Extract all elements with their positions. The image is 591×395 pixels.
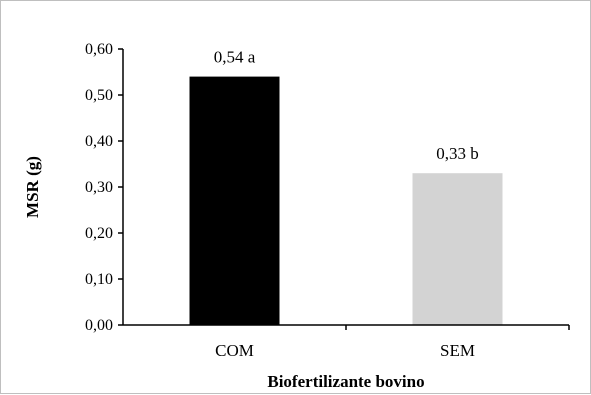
bars bbox=[189, 76, 503, 325]
y-axis-title: MSR (g) bbox=[23, 156, 42, 218]
y-tick-label: 0,10 bbox=[85, 271, 113, 288]
bar-com bbox=[189, 76, 280, 325]
y-tick-label: 0,40 bbox=[85, 133, 113, 150]
y-tick-label: 0,50 bbox=[85, 87, 113, 104]
data-label-com: 0,54 a bbox=[214, 48, 256, 67]
x-axis-categories: COM SEM bbox=[215, 325, 570, 360]
y-tick-label: 0,30 bbox=[85, 179, 113, 196]
bar-sem bbox=[412, 173, 503, 325]
x-category-label: SEM bbox=[440, 341, 475, 360]
y-tick-label: 0,00 bbox=[85, 317, 113, 334]
data-label-sem: 0,33 b bbox=[436, 144, 479, 163]
data-labels: 0,54 a 0,33 b bbox=[214, 48, 479, 164]
y-tick-label: 0,20 bbox=[85, 225, 113, 242]
x-axis-title: Biofertilizante bovino bbox=[267, 372, 424, 391]
x-category-label: COM bbox=[215, 341, 254, 360]
y-tick-label: 0,60 bbox=[85, 41, 113, 58]
y-axis-ticks: 0,00 0,10 0,20 0,30 0,40 0,50 0,60 bbox=[85, 41, 123, 334]
